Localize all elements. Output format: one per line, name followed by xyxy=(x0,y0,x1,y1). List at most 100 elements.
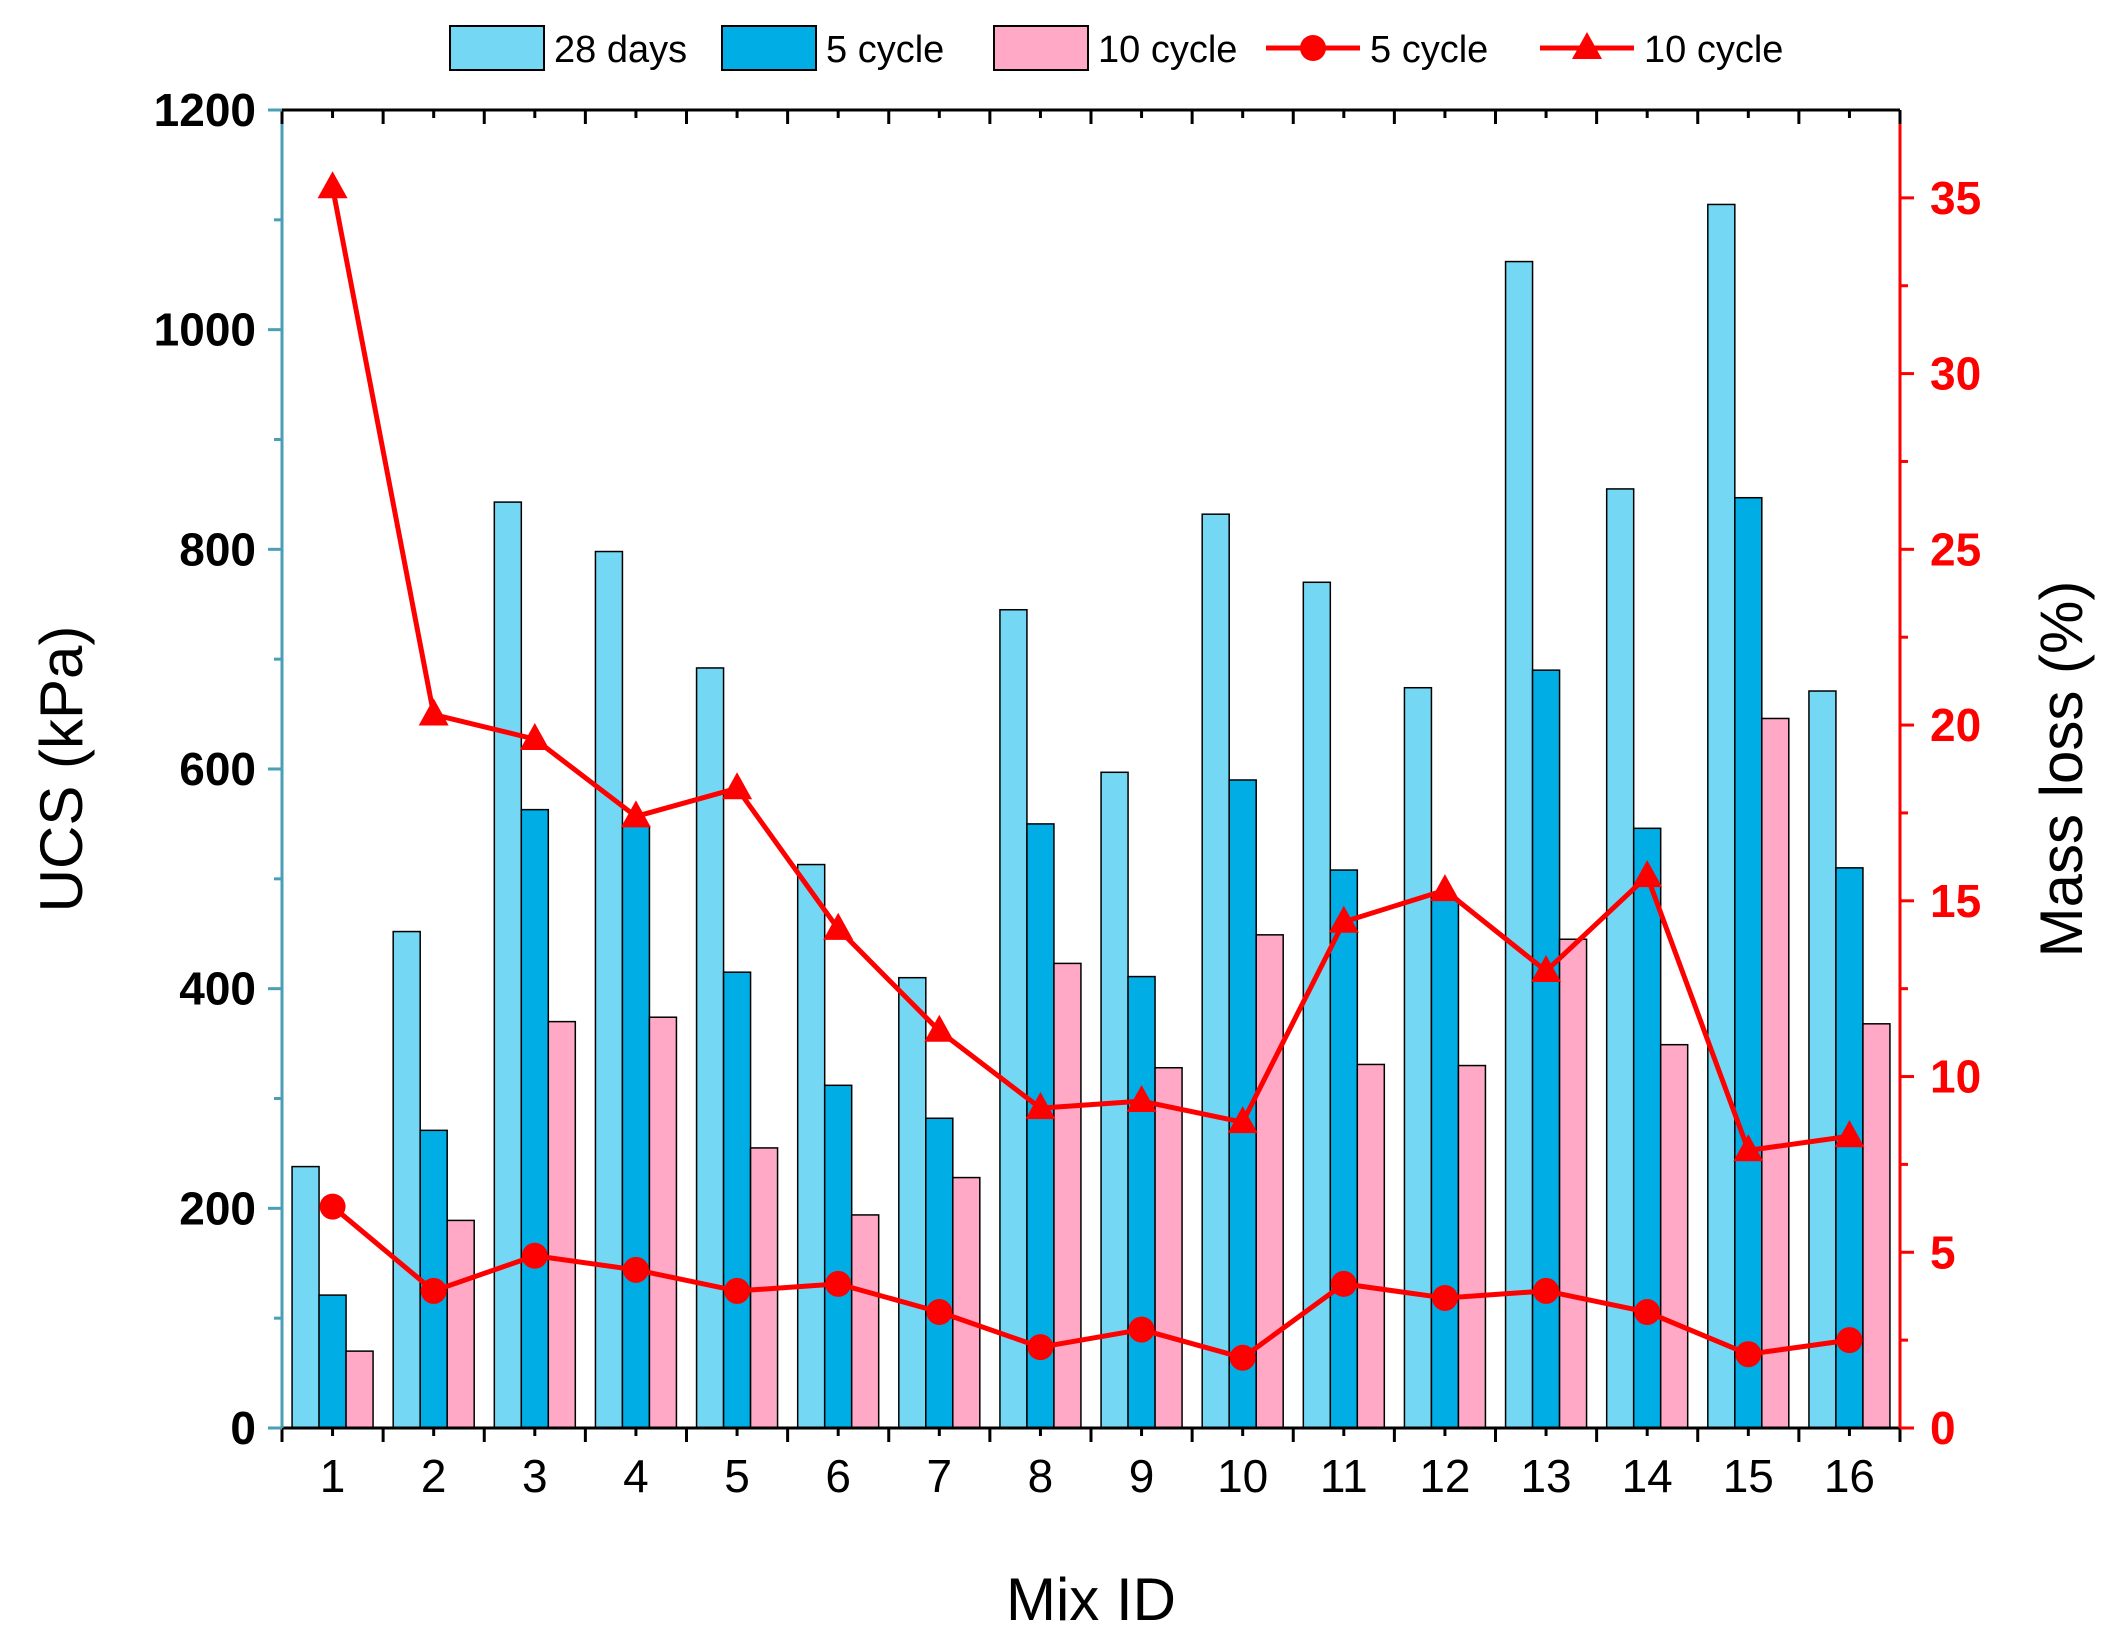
bar-5-cycle-6 xyxy=(823,1084,853,1429)
bar-10-cycle-10 xyxy=(1255,934,1284,1429)
bar-28-days-16 xyxy=(1808,690,1837,1429)
y-right-tick-label: 15 xyxy=(1930,875,1981,927)
point-triangle-10 xyxy=(1227,1106,1258,1134)
bar-10-cycle-12 xyxy=(1457,1064,1487,1429)
x-tick-label: 12 xyxy=(1419,1450,1470,1502)
point-circle-8 xyxy=(1027,1334,1054,1361)
x-tick-label: 8 xyxy=(1028,1450,1054,1502)
bar-10-cycle-16 xyxy=(1862,1023,1891,1429)
x-tick-label: 2 xyxy=(421,1450,447,1502)
lines-layer xyxy=(317,171,1865,1371)
legend: 28 days 5 cycle 10 cycle 5 cycle 10 cycle xyxy=(449,25,1783,71)
point-circle-10 xyxy=(1229,1344,1256,1371)
bar-28-days-2 xyxy=(392,930,421,1429)
point-triangle-1 xyxy=(317,171,348,199)
y-right-tick-label: 10 xyxy=(1930,1051,1981,1103)
x-axis-title: Mix ID xyxy=(1006,1566,1176,1633)
y-axis-right: 0 5 10 15 20 25 30 35 xyxy=(1900,172,1981,1454)
bar-10-cycle-9 xyxy=(1154,1066,1183,1429)
point-triangle-16 xyxy=(1834,1120,1865,1148)
x-tick-label: 15 xyxy=(1723,1450,1774,1502)
x-tick-label: 7 xyxy=(927,1450,953,1502)
bar-28-days-1 xyxy=(291,1165,320,1429)
legend-label-line-10-cycle: 10 cycle xyxy=(1644,29,1783,71)
y-axis-left: 0 200 400 600 800 1000 1200 xyxy=(154,84,282,1454)
bar-28-days-3 xyxy=(493,501,523,1429)
point-circle-11 xyxy=(1330,1270,1357,1297)
y-left-tick-label: 800 xyxy=(179,523,256,575)
y-left-tick-label: 600 xyxy=(179,743,256,795)
bar-5-cycle-4 xyxy=(621,825,651,1429)
x-tick-label: 1 xyxy=(320,1450,346,1502)
bar-10-cycle-7 xyxy=(952,1176,981,1429)
point-circle-7 xyxy=(926,1299,953,1326)
bar-10-cycle-15 xyxy=(1761,717,1790,1429)
y-right-tick-label: 25 xyxy=(1930,523,1981,575)
point-triangle-6 xyxy=(823,912,854,940)
point-circle-9 xyxy=(1128,1316,1155,1343)
bar-5-cycle-11 xyxy=(1329,869,1359,1429)
bar-28-days-14 xyxy=(1605,488,1635,1429)
point-triangle-12 xyxy=(1429,874,1460,902)
y-right-tick-label: 35 xyxy=(1930,172,1981,224)
bar-10-cycle-13 xyxy=(1558,938,1588,1429)
point-triangle-5 xyxy=(722,772,753,800)
bar-10-cycle-11 xyxy=(1356,1063,1386,1429)
bar-5-cycle-1 xyxy=(318,1294,347,1429)
x-tick-label: 3 xyxy=(522,1450,548,1502)
point-circle-2 xyxy=(420,1277,447,1304)
point-circle-16 xyxy=(1836,1327,1863,1354)
bar-10-cycle-3 xyxy=(547,1020,577,1429)
bar-28-days-4 xyxy=(594,550,624,1429)
bar-5-cycle-13 xyxy=(1531,669,1561,1429)
legend-swatch-5-cycle xyxy=(721,25,817,71)
y-left-tick-label: 0 xyxy=(230,1402,256,1454)
point-triangle-13 xyxy=(1531,954,1562,983)
bar-5-cycle-9 xyxy=(1127,975,1156,1429)
x-tick-label: 5 xyxy=(724,1450,750,1502)
point-circle-14 xyxy=(1634,1299,1661,1326)
bar-5-cycle-8 xyxy=(1026,823,1055,1429)
point-triangle-7 xyxy=(924,1014,955,1042)
y-left-tick-label: 400 xyxy=(179,963,256,1015)
x-axis: 1 2 3 4 5 6 7 8 9 10 11 12 13 14 15 16 xyxy=(280,110,1902,1502)
y-right-tick-label: 5 xyxy=(1930,1226,1956,1278)
line-5-cycle-circle xyxy=(330,1204,1850,1361)
y-left-tick-label: 1200 xyxy=(154,84,256,136)
bar-5-cycle-12 xyxy=(1430,897,1460,1429)
legend-swatch-10-cycle xyxy=(993,25,1089,71)
point-circle-5 xyxy=(724,1277,751,1304)
x-tick-label: 9 xyxy=(1129,1450,1155,1502)
point-triangle-15 xyxy=(1733,1134,1764,1162)
bars-layer xyxy=(291,203,1891,1429)
bar-5-cycle-7 xyxy=(925,1117,954,1429)
x-tick-label: 16 xyxy=(1824,1450,1875,1502)
x-tick-label: 4 xyxy=(623,1450,649,1502)
point-triangle-9 xyxy=(1126,1085,1157,1113)
point-circle-1 xyxy=(319,1193,346,1220)
y-left-tick-label: 1000 xyxy=(154,304,256,356)
legend-marker-triangle xyxy=(1572,32,1602,59)
legend-swatch-28-days xyxy=(449,25,545,71)
bar-28-days-13 xyxy=(1504,260,1534,1429)
x-tick-label: 13 xyxy=(1520,1450,1571,1502)
y-right-tick-label: 0 xyxy=(1930,1402,1956,1454)
bar-10-cycle-6 xyxy=(850,1214,880,1429)
bar-10-cycle-14 xyxy=(1659,1043,1689,1429)
point-circle-15 xyxy=(1735,1341,1762,1368)
point-circle-6 xyxy=(825,1270,852,1297)
point-triangle-2 xyxy=(418,698,449,726)
y-left-tick-label: 200 xyxy=(179,1182,256,1234)
point-circle-13 xyxy=(1533,1277,1560,1304)
bar-5-cycle-15 xyxy=(1734,496,1763,1429)
legend-label-5-cycle: 5 cycle xyxy=(826,29,944,71)
x-tick-label: 6 xyxy=(825,1450,851,1502)
x-tick-label: 10 xyxy=(1217,1450,1268,1502)
point-triangle-4 xyxy=(620,800,651,828)
point-triangle-11 xyxy=(1328,905,1359,933)
point-triangle-8 xyxy=(1025,1092,1056,1120)
bar-5-cycle-5 xyxy=(722,971,752,1429)
bar-28-days-15 xyxy=(1707,203,1736,1429)
bar-28-days-10 xyxy=(1201,513,1230,1429)
